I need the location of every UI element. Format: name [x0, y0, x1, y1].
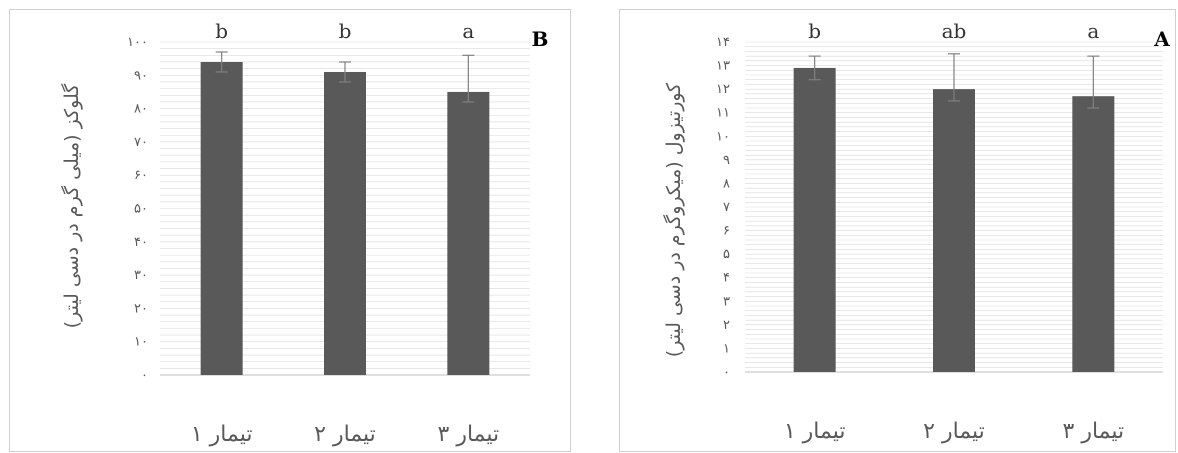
error-bar — [948, 53, 960, 102]
bar — [447, 91, 490, 375]
y-tick-label: ۷۰ — [134, 135, 148, 150]
glucose-panel-label: B — [532, 27, 549, 51]
y-tick-label: ۸ — [723, 176, 730, 191]
y-tick-label: ۵ — [723, 247, 730, 262]
y-tick-label: ۱۱ — [716, 106, 730, 121]
glucose-chart: B گلوکز (میلی گرم در دسی لیتر) ۰ ۱۰ ۲۰ ۳۰ ۴۰… — [9, 9, 571, 452]
error-bar — [808, 55, 821, 81]
error-bar — [215, 51, 228, 73]
y-tick-label: ۱۰ — [716, 129, 730, 144]
cortisol-chart: A کورتیزول (میکروگرم در دسی لیتر) ۰۱۲۳۴۵… — [619, 9, 1176, 452]
significance-letter: b — [215, 19, 228, 43]
significance-letter: b — [808, 19, 821, 43]
y-tick-label: ۶۰ — [134, 168, 148, 183]
error-bar — [462, 54, 475, 103]
y-tick-label: ۹ — [723, 153, 730, 168]
y-tick-label: ۱۴ — [716, 35, 730, 50]
glucose-y-axis-label: گلوکز (میلی گرم در دسی لیتر) — [60, 83, 83, 329]
category-label: تیمار ۲ — [923, 419, 985, 444]
significance-letter: a — [1087, 19, 1099, 43]
category-label: تیمار ۳ — [438, 422, 500, 447]
cortisol-y-axis-label: کورتیزول (میکروگرم در دسی لیتر) — [662, 82, 685, 357]
y-tick-label: ۱۳ — [716, 59, 730, 74]
y-tick-label: ۵۰ — [134, 202, 148, 217]
error-bar — [1087, 55, 1100, 109]
bar — [324, 71, 366, 375]
y-tick-label: ۶ — [723, 224, 730, 239]
y-tick-label: ۳ — [723, 294, 730, 309]
y-tick-label: ۱۰ — [134, 335, 148, 350]
y-tick-label: ۴۰ — [134, 235, 148, 250]
y-tick-label: ۸۰ — [134, 102, 148, 117]
y-tick-label: ۱۰۰ — [127, 35, 148, 50]
y-tick-label: ۱۲ — [716, 82, 730, 97]
y-tick-label: ۲۰ — [134, 301, 148, 316]
bar — [933, 89, 975, 373]
bar — [1072, 96, 1115, 372]
y-tick-label: ۰ — [141, 368, 148, 383]
y-tick-label: ۰ — [723, 365, 730, 380]
y-tick-label: ۹۰ — [134, 68, 148, 83]
category-label: تیمار ۳ — [1063, 419, 1125, 444]
glucose-chart-panel: B گلوکز (میلی گرم در دسی لیتر) ۰ ۱۰ ۲۰ ۳۰ ۴۰… — [0, 0, 580, 453]
category-label: تیمار ۱ — [191, 422, 253, 447]
category-label: تیمار ۱ — [784, 419, 846, 444]
error-bar — [339, 61, 351, 83]
significance-letter: a — [462, 19, 474, 43]
bar — [200, 61, 243, 375]
significance-letter: b — [339, 19, 352, 43]
y-tick-label: ۱ — [723, 341, 730, 356]
y-tick-label: ۳۰ — [134, 268, 148, 283]
y-tick-label: ۲ — [723, 318, 730, 333]
y-tick-label: ۴ — [723, 271, 730, 286]
y-tick-label: ۷ — [723, 200, 730, 215]
bar — [793, 67, 836, 372]
category-label: تیمار ۲ — [314, 422, 376, 447]
significance-letter: ab — [942, 19, 967, 43]
cortisol-panel-label: A — [1153, 27, 1170, 51]
